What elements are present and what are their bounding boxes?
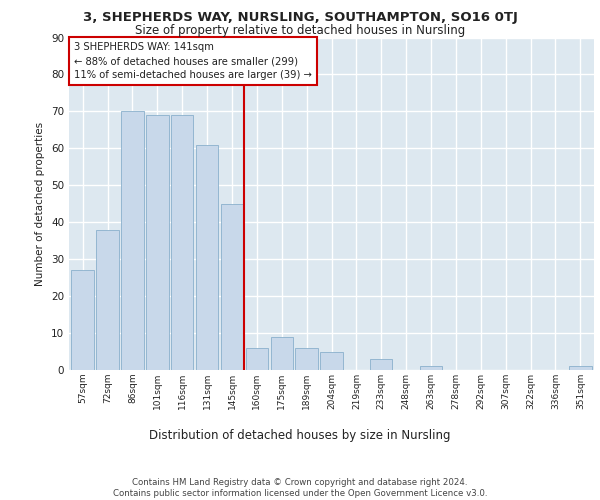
Text: Size of property relative to detached houses in Nursling: Size of property relative to detached ho… — [135, 24, 465, 37]
Bar — [245, 348, 268, 370]
Text: 3 SHEPHERDS WAY: 141sqm
← 88% of detached houses are smaller (299)
11% of semi-d: 3 SHEPHERDS WAY: 141sqm ← 88% of detache… — [74, 42, 312, 80]
Y-axis label: Number of detached properties: Number of detached properties — [35, 122, 46, 286]
Bar — [320, 352, 343, 370]
Text: 3, SHEPHERDS WAY, NURSLING, SOUTHAMPTON, SO16 0TJ: 3, SHEPHERDS WAY, NURSLING, SOUTHAMPTON,… — [83, 11, 517, 24]
Bar — [171, 115, 193, 370]
Bar — [121, 112, 143, 370]
Text: Contains HM Land Registry data © Crown copyright and database right 2024.
Contai: Contains HM Land Registry data © Crown c… — [113, 478, 487, 498]
Text: Distribution of detached houses by size in Nursling: Distribution of detached houses by size … — [149, 430, 451, 442]
Bar — [97, 230, 119, 370]
Bar — [146, 115, 169, 370]
Bar — [370, 359, 392, 370]
Bar — [221, 204, 243, 370]
Bar — [569, 366, 592, 370]
Bar — [420, 366, 442, 370]
Bar — [196, 144, 218, 370]
Bar — [295, 348, 318, 370]
Bar — [71, 270, 94, 370]
Bar — [271, 337, 293, 370]
